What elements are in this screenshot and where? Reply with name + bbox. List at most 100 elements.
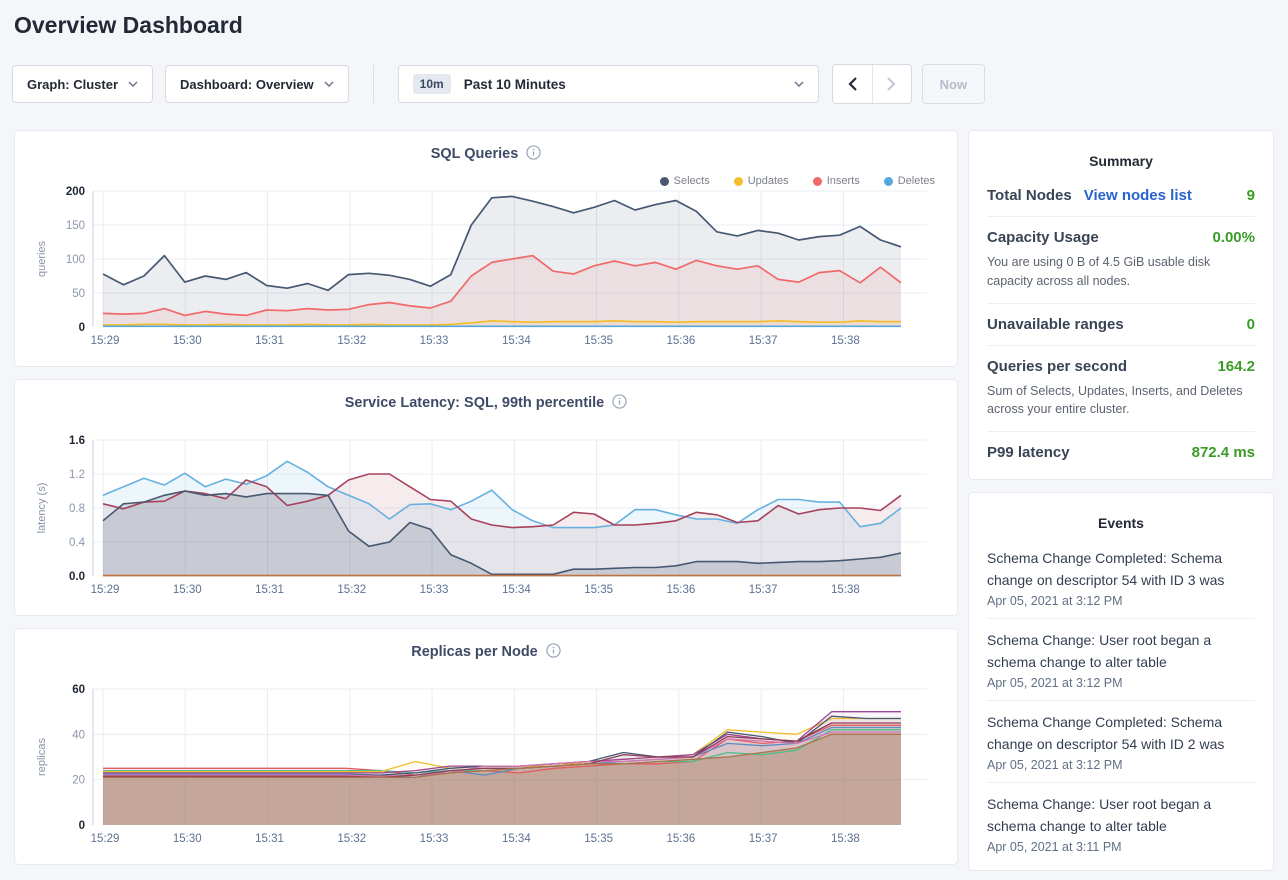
event-item: Schema Change Completed: Schema change o… bbox=[987, 537, 1255, 619]
toolbar-divider bbox=[372, 65, 374, 103]
dashboard-dropdown[interactable]: Dashboard: Overview bbox=[165, 65, 349, 103]
svg-text:0: 0 bbox=[79, 322, 85, 334]
svg-text:15:34: 15:34 bbox=[502, 833, 531, 845]
svg-text:15:30: 15:30 bbox=[173, 584, 202, 596]
chevron-down-icon bbox=[794, 81, 804, 87]
info-icon[interactable] bbox=[612, 394, 627, 414]
toolbar: Graph: Cluster Dashboard: Overview 10m P… bbox=[12, 64, 1276, 104]
event-message[interactable]: Schema Change: User root began a schema … bbox=[987, 795, 1212, 834]
prev-time-button[interactable] bbox=[832, 65, 872, 103]
dashboard-dropdown-label: Dashboard: Overview bbox=[180, 76, 314, 92]
summary-label: P99 latency bbox=[987, 444, 1070, 461]
graph-dropdown[interactable]: Graph: Cluster bbox=[12, 65, 154, 103]
chart-title: SQL Queries bbox=[430, 146, 519, 162]
svg-text:15:38: 15:38 bbox=[831, 335, 860, 347]
summary-row-total-nodes: Total Nodes View nodes list 9 bbox=[987, 175, 1255, 217]
svg-text:15:29: 15:29 bbox=[91, 833, 120, 845]
svg-text:15:38: 15:38 bbox=[831, 584, 860, 596]
svg-text:15:35: 15:35 bbox=[584, 833, 613, 845]
svg-text:20: 20 bbox=[72, 775, 85, 787]
svg-text:60: 60 bbox=[72, 684, 85, 696]
svg-text:15:29: 15:29 bbox=[91, 335, 120, 347]
charts-column: SQL Queries Selects Updates Inserts Deletes… bbox=[14, 130, 958, 865]
events-title: Events bbox=[1098, 515, 1144, 531]
svg-text:150: 150 bbox=[66, 220, 85, 232]
svg-text:15:32: 15:32 bbox=[337, 833, 366, 845]
svg-text:15:31: 15:31 bbox=[255, 584, 284, 596]
summary-card: Summary Total Nodes View nodes list 9 Ca… bbox=[968, 130, 1274, 480]
time-range-selector[interactable]: 10m Past 10 Minutes bbox=[397, 65, 819, 103]
chart-title: Replicas per Node bbox=[411, 644, 538, 660]
now-button[interactable]: Now bbox=[921, 64, 986, 104]
summary-row-unavailable-ranges: Unavailable ranges 0 bbox=[987, 304, 1255, 346]
chart-title-row: Service Latency: SQL, 99th percentile bbox=[15, 394, 957, 412]
svg-text:15:32: 15:32 bbox=[337, 335, 366, 347]
chevron-left-icon bbox=[848, 77, 857, 91]
summary-row-p99-latency: P99 latency 872.4 ms bbox=[987, 432, 1255, 473]
info-icon[interactable] bbox=[526, 145, 541, 165]
svg-text:0: 0 bbox=[79, 820, 85, 832]
summary-value: 164.2 bbox=[1217, 357, 1255, 375]
event-item: Schema Change: User root began a schema … bbox=[987, 783, 1255, 864]
summary-row-capacity-usage: Capacity Usage 0.00% You are using 0 B o… bbox=[987, 217, 1255, 304]
svg-text:15:33: 15:33 bbox=[420, 335, 449, 347]
legend-item-deletes[interactable]: Deletes bbox=[883, 175, 935, 187]
svg-text:15:33: 15:33 bbox=[420, 584, 449, 596]
chart-card-service-latency: Service Latency: SQL, 99th percentile 15… bbox=[14, 379, 958, 616]
svg-text:15:30: 15:30 bbox=[173, 833, 202, 845]
svg-text:15:35: 15:35 bbox=[584, 584, 613, 596]
chevron-down-icon bbox=[128, 81, 138, 87]
legend-label: Updates bbox=[747, 175, 789, 187]
svg-text:0.0: 0.0 bbox=[69, 571, 85, 583]
legend-item-selects[interactable]: Selects bbox=[659, 175, 710, 187]
sql-queries-chart[interactable]: 15:29 15:30 15:31 15:32 15:33 15:34 15:35 15:36… bbox=[29, 179, 935, 351]
svg-text:15:38: 15:38 bbox=[831, 833, 860, 845]
time-window-badge: 10m bbox=[412, 74, 451, 94]
summary-value: 0.00% bbox=[1212, 229, 1255, 246]
svg-text:15:30: 15:30 bbox=[173, 335, 202, 347]
svg-text:15:32: 15:32 bbox=[337, 584, 366, 596]
events-card: Events Schema Change Completed: Schema c… bbox=[968, 492, 1274, 871]
chart-title: Service Latency: SQL, 99th percentile bbox=[344, 395, 605, 411]
next-time-button[interactable] bbox=[871, 65, 911, 103]
svg-text:15:31: 15:31 bbox=[255, 335, 284, 347]
info-icon[interactable] bbox=[546, 643, 561, 663]
svg-text:0.8: 0.8 bbox=[69, 503, 85, 515]
svg-text:15:34: 15:34 bbox=[502, 335, 531, 347]
replicas-per-node-chart[interactable]: 15:29 15:30 15:31 15:32 15:33 15:34 15:35 15:36… bbox=[29, 677, 935, 849]
summary-description: You are using 0 B of 4.5 GiB usable disk… bbox=[987, 255, 1211, 288]
event-item: Schema Change: User root began a schema … bbox=[987, 619, 1255, 701]
svg-text:50: 50 bbox=[72, 288, 85, 300]
svg-text:200: 200 bbox=[66, 186, 85, 198]
svg-text:15:36: 15:36 bbox=[666, 833, 695, 845]
time-range-label: Past 10 Minutes bbox=[463, 76, 566, 92]
chart-title-row: Replicas per Node bbox=[15, 643, 957, 661]
event-message[interactable]: Schema Change Completed: Schema change o… bbox=[987, 713, 1225, 752]
svg-text:15:37: 15:37 bbox=[749, 335, 778, 347]
event-message[interactable]: Schema Change Completed: Schema change o… bbox=[987, 550, 1225, 588]
summary-value: 9 bbox=[1246, 187, 1255, 204]
svg-text:40: 40 bbox=[72, 729, 85, 741]
event-timestamp: Apr 05, 2021 at 3:11 PM bbox=[987, 839, 1122, 854]
legend-item-updates[interactable]: Updates bbox=[733, 175, 789, 187]
view-nodes-list-link[interactable]: View nodes list bbox=[1083, 187, 1192, 204]
chevron-right-icon bbox=[887, 77, 896, 91]
svg-text:1.2: 1.2 bbox=[69, 469, 85, 481]
legend-dot-icon bbox=[733, 176, 743, 186]
page-content: SQL Queries Selects Updates Inserts Deletes… bbox=[14, 130, 1276, 871]
event-item: Schema Change Completed: Schema change o… bbox=[987, 701, 1255, 783]
service-latency-chart[interactable]: 15:29 15:30 15:31 15:32 15:33 15:34 15:35 15:36… bbox=[29, 428, 935, 600]
legend-dot-icon bbox=[883, 176, 893, 186]
svg-text:15:37: 15:37 bbox=[749, 833, 778, 845]
summary-title: Summary bbox=[1089, 153, 1153, 169]
legend-dot-icon bbox=[659, 176, 669, 186]
chart-legend: Selects Updates Inserts Deletes bbox=[659, 175, 935, 187]
event-timestamp: Apr 05, 2021 at 3:12 PM bbox=[987, 593, 1123, 608]
summary-row-queries-per-second: Queries per second 164.2 Sum of Selects,… bbox=[987, 346, 1255, 432]
svg-text:15:36: 15:36 bbox=[666, 335, 695, 347]
legend-label: Inserts bbox=[826, 175, 860, 187]
summary-label: Total Nodes bbox=[987, 187, 1072, 204]
event-message[interactable]: Schema Change: User root began a schema … bbox=[987, 631, 1212, 670]
legend-item-inserts[interactable]: Inserts bbox=[812, 175, 860, 187]
page-title: Overview Dashboard bbox=[14, 12, 243, 38]
